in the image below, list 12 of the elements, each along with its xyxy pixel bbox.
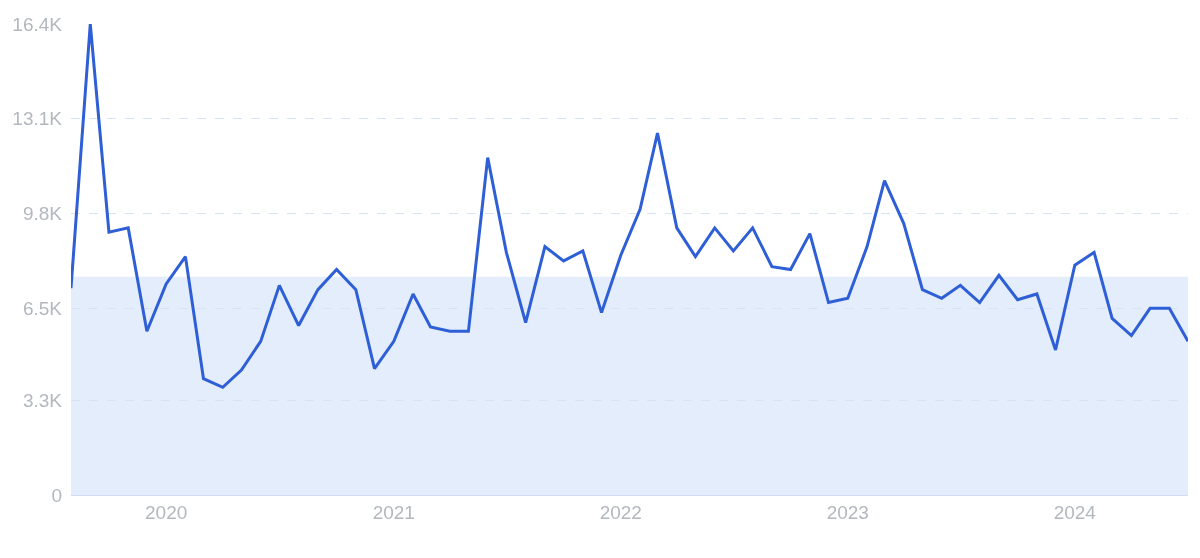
- x-tick-label: 2022: [599, 501, 642, 523]
- y-tick-label: 9.8K: [22, 203, 63, 225]
- x-tick-label: 2021: [372, 501, 415, 523]
- line-series: [71, 24, 1188, 389]
- x-tick-label: 2024: [1053, 501, 1097, 523]
- y-tick-label: 3.3K: [22, 389, 63, 411]
- x-tick-label: 2023: [826, 501, 869, 523]
- y-tick-label: 6.5K: [22, 297, 63, 319]
- y-tick-label: 16.4K: [12, 13, 63, 35]
- y-tick-label: 0: [51, 484, 62, 506]
- x-tick-label: 2020: [145, 501, 188, 523]
- y-tick-label: 13.1K: [12, 108, 63, 130]
